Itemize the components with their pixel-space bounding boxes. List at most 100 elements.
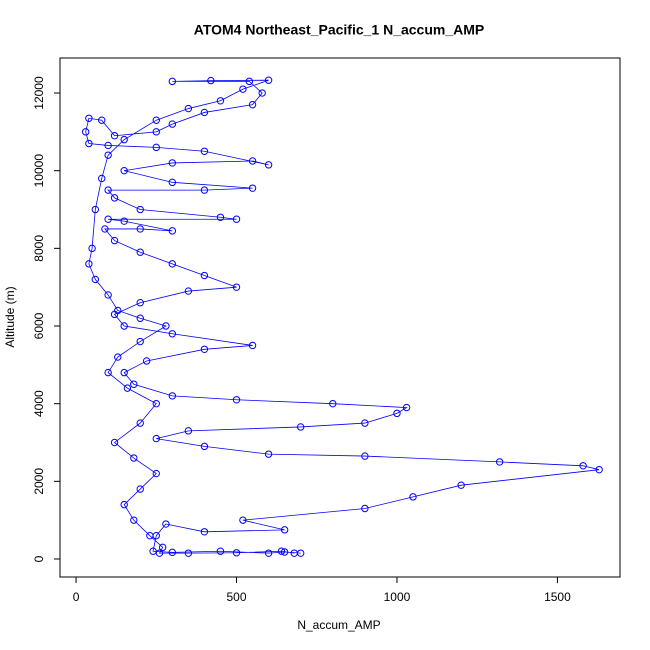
y-tick-label: 4000: [32, 390, 46, 417]
data-point: [200, 271, 209, 280]
data-point: [98, 116, 106, 124]
data-point: [130, 380, 138, 388]
y-tick-label: 2000: [32, 468, 46, 495]
data-point: [232, 396, 241, 404]
y-tick-label: 6000: [32, 312, 46, 339]
data-point: [280, 548, 289, 556]
data-point: [91, 205, 100, 214]
data-point: [120, 217, 128, 225]
data-point: [402, 403, 411, 412]
data-point: [277, 547, 286, 555]
data-point: [162, 322, 170, 330]
data-point: [168, 178, 177, 187]
data-point: [85, 139, 93, 148]
data-point: [290, 549, 298, 557]
data-point: [136, 337, 144, 346]
data-point: [104, 151, 112, 159]
data-point: [130, 516, 138, 524]
y-tick-label: 12000: [32, 76, 46, 110]
data-point: [152, 469, 160, 478]
x-tick-label: 1500: [544, 590, 571, 604]
data-point: [91, 275, 100, 284]
data-point: [184, 287, 193, 295]
data-point: [216, 97, 225, 105]
x-tick-label: 500: [226, 590, 246, 604]
data-point: [114, 306, 122, 315]
data-point: [104, 141, 112, 150]
data-point: [258, 89, 266, 97]
data-point: [168, 77, 177, 86]
data-point: [168, 330, 177, 338]
data-point: [264, 76, 273, 84]
x-tick-label: 0: [73, 590, 80, 604]
data-point: [248, 100, 257, 109]
data-point: [152, 399, 160, 408]
data-point: [110, 438, 119, 447]
data-point: [146, 531, 154, 540]
data-point: [120, 166, 128, 175]
data-point: [200, 147, 209, 155]
data-point: [120, 500, 128, 509]
data-point: [168, 120, 177, 128]
data-point: [168, 227, 177, 235]
data-point: [184, 549, 193, 557]
data-point: [393, 409, 401, 418]
data-point: [200, 345, 209, 354]
data-point: [104, 291, 112, 299]
data-point: [152, 143, 160, 152]
y-tick-label: 8000: [32, 235, 46, 262]
data-point: [248, 157, 257, 165]
data-point: [232, 549, 241, 557]
data-point: [207, 76, 215, 85]
data-point: [184, 104, 193, 113]
data-point: [155, 549, 164, 557]
data-point: [136, 314, 144, 322]
data-point: [361, 504, 369, 513]
data-point: [136, 205, 144, 214]
data-point: [595, 465, 603, 474]
data-point: [579, 462, 587, 470]
data-point: [232, 283, 241, 291]
data-point: [130, 454, 138, 462]
data-point: [114, 353, 122, 361]
data-point: [152, 434, 160, 443]
data-point: [245, 77, 254, 86]
data-point: [136, 419, 144, 427]
data-point: [457, 481, 465, 489]
plot-frame: [59, 57, 621, 578]
data-point: [248, 184, 257, 192]
data-point: [110, 194, 119, 202]
data-point: [152, 128, 160, 136]
data-point: [361, 419, 369, 427]
data-line: [85, 79, 600, 554]
data-point: [296, 423, 305, 431]
data-point: [104, 186, 112, 194]
data-point: [329, 399, 337, 408]
data-point: [120, 368, 128, 377]
data-point: [136, 248, 144, 256]
data-point: [216, 547, 225, 555]
data-point: [168, 260, 177, 268]
data-point: [168, 159, 177, 167]
data-point: [168, 392, 177, 400]
chart-title: ATOM4 Northeast_Pacific_1 N_accum_AMP: [194, 22, 484, 38]
data-point: [120, 135, 128, 144]
data-point: [200, 442, 209, 451]
data-point: [101, 225, 109, 233]
data-point: [264, 549, 273, 557]
data-point: [162, 520, 170, 528]
data-point: [88, 244, 96, 253]
data-point: [123, 384, 132, 392]
data-point: [248, 341, 257, 350]
data-point: [200, 528, 209, 536]
x-tick-label: 1000: [384, 590, 411, 604]
data-point: [239, 516, 247, 524]
data-point: [264, 161, 273, 169]
data-point: [110, 236, 119, 245]
data-point: [216, 213, 225, 221]
data-point: [200, 186, 209, 194]
data-point: [495, 458, 504, 466]
y-axis-label: Altitude (m): [3, 286, 17, 347]
y-tick-label: 10000: [32, 154, 46, 188]
